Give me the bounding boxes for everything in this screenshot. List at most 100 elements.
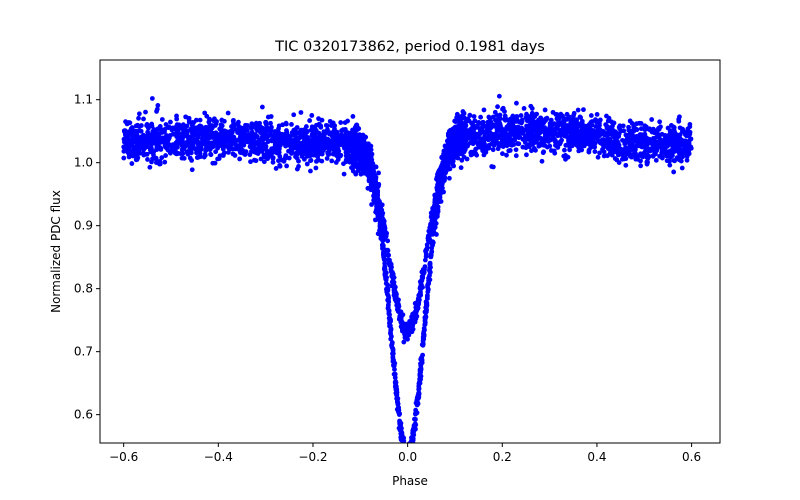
data-point — [518, 113, 524, 118]
data-point — [377, 202, 383, 207]
data-point — [471, 114, 477, 119]
data-point — [383, 277, 389, 283]
data-point — [198, 140, 204, 146]
data-point — [649, 117, 655, 122]
data-point — [502, 109, 507, 114]
data-point — [687, 129, 693, 135]
data-point — [321, 129, 327, 135]
data-point — [208, 151, 213, 157]
data-point — [376, 170, 381, 176]
data-point — [380, 244, 386, 250]
data-point — [130, 144, 136, 150]
data-point — [640, 135, 646, 141]
data-point — [246, 138, 251, 143]
data-point — [410, 433, 416, 439]
data-point — [467, 113, 473, 118]
data-point — [576, 144, 581, 150]
data-point — [593, 124, 599, 129]
data-point — [652, 128, 658, 134]
data-point — [544, 144, 550, 150]
data-point — [379, 236, 385, 242]
data-point — [310, 144, 315, 150]
data-point — [156, 132, 162, 137]
data-point — [529, 121, 534, 127]
data-point — [126, 149, 132, 155]
data-point — [163, 153, 169, 158]
data-point — [296, 164, 301, 169]
data-point — [487, 124, 493, 130]
data-point — [563, 142, 569, 148]
data-point — [154, 140, 160, 146]
data-point — [562, 147, 567, 153]
data-point — [256, 122, 262, 128]
data-point — [505, 142, 511, 148]
data-point — [268, 114, 274, 119]
data-point — [506, 148, 512, 154]
data-point — [423, 299, 429, 305]
data-point — [519, 119, 525, 125]
data-point — [291, 127, 297, 133]
data-point — [393, 384, 399, 389]
data-point — [401, 339, 407, 345]
data-point — [319, 117, 325, 123]
data-point — [581, 107, 586, 113]
y-tick-label: 1.0 — [74, 156, 93, 170]
data-point — [256, 126, 262, 132]
data-point — [345, 130, 351, 136]
data-point — [426, 234, 432, 240]
data-point — [143, 109, 148, 115]
data-point — [330, 137, 336, 143]
data-point — [141, 152, 147, 158]
data-point — [136, 147, 142, 152]
data-point — [680, 129, 685, 134]
data-point — [655, 143, 661, 149]
data-point — [311, 151, 317, 157]
x-tick-label: 0.0 — [398, 450, 417, 464]
data-point — [350, 164, 356, 170]
data-point — [626, 140, 632, 146]
data-point — [366, 166, 372, 171]
data-point — [237, 156, 243, 162]
data-point — [377, 222, 383, 228]
data-point — [341, 171, 347, 177]
data-point — [597, 120, 602, 126]
data-point — [451, 127, 456, 133]
data-point — [189, 167, 195, 173]
data-point — [387, 323, 392, 329]
data-point — [576, 148, 582, 154]
data-point — [165, 147, 171, 153]
data-point — [381, 254, 387, 260]
data-point — [586, 122, 592, 128]
data-point — [147, 164, 153, 170]
data-point — [425, 286, 431, 292]
data-point — [500, 132, 506, 138]
data-point — [179, 150, 185, 156]
data-point — [227, 136, 232, 141]
data-point — [301, 156, 307, 162]
data-point — [655, 134, 661, 140]
data-point — [403, 444, 408, 449]
data-point — [383, 270, 388, 276]
data-point — [490, 147, 496, 153]
x-tick-label: −0.4 — [204, 450, 233, 464]
data-point — [248, 159, 253, 165]
data-point — [338, 120, 344, 125]
data-point — [528, 115, 534, 121]
data-point — [140, 136, 146, 142]
data-point — [204, 113, 210, 119]
data-point — [552, 137, 558, 143]
data-point — [636, 120, 642, 126]
y-tick-label: 0.9 — [74, 219, 93, 233]
data-point — [270, 159, 276, 165]
data-point — [543, 117, 549, 123]
data-point — [121, 148, 127, 154]
data-point — [393, 380, 399, 385]
data-point — [323, 138, 329, 144]
data-point — [512, 137, 518, 143]
data-point — [429, 222, 434, 228]
data-point — [415, 303, 421, 309]
data-point — [137, 150, 143, 156]
data-point — [307, 118, 313, 123]
data-point — [213, 149, 219, 155]
data-point — [510, 113, 516, 119]
